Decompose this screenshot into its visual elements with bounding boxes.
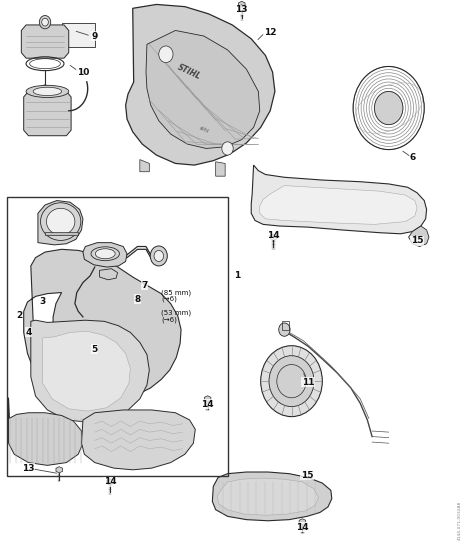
Polygon shape: [43, 331, 130, 411]
Ellipse shape: [277, 365, 306, 398]
Circle shape: [374, 91, 403, 125]
Circle shape: [42, 18, 48, 26]
Polygon shape: [62, 23, 95, 47]
Polygon shape: [45, 232, 78, 235]
Text: (→6): (→6): [161, 296, 177, 302]
Text: (85 mm): (85 mm): [161, 289, 191, 296]
Polygon shape: [409, 226, 429, 247]
Polygon shape: [31, 320, 149, 422]
Text: 3: 3: [39, 297, 46, 306]
Ellipse shape: [33, 88, 62, 95]
Circle shape: [279, 323, 290, 336]
Bar: [7, 197, 228, 476]
Polygon shape: [107, 479, 113, 485]
Polygon shape: [260, 186, 417, 224]
Text: 8: 8: [134, 295, 141, 304]
Ellipse shape: [95, 249, 115, 259]
Text: 11: 11: [302, 378, 314, 387]
Text: 10: 10: [77, 68, 89, 76]
Text: 6: 6: [409, 153, 416, 162]
Text: 2: 2: [16, 311, 22, 320]
Polygon shape: [140, 160, 149, 172]
Polygon shape: [82, 410, 195, 470]
Ellipse shape: [261, 346, 322, 417]
Polygon shape: [299, 519, 306, 525]
Polygon shape: [251, 165, 427, 234]
Ellipse shape: [269, 356, 314, 407]
Polygon shape: [146, 30, 260, 148]
Text: 15: 15: [301, 471, 313, 480]
Polygon shape: [270, 234, 277, 240]
Circle shape: [39, 16, 51, 29]
Ellipse shape: [26, 85, 69, 98]
Text: 13: 13: [22, 464, 35, 473]
Text: 9: 9: [91, 32, 98, 40]
Polygon shape: [126, 4, 275, 165]
Text: 1: 1: [234, 271, 240, 280]
Text: STIHL: STIHL: [176, 63, 203, 81]
Text: 15: 15: [411, 237, 423, 245]
Polygon shape: [56, 466, 63, 473]
Polygon shape: [212, 472, 332, 521]
Polygon shape: [204, 396, 211, 402]
Circle shape: [150, 246, 167, 266]
Ellipse shape: [91, 247, 119, 260]
Polygon shape: [9, 398, 83, 465]
Polygon shape: [100, 269, 118, 280]
Polygon shape: [21, 25, 69, 58]
Text: 4144-071-0032A8: 4144-071-0032A8: [458, 501, 462, 540]
Text: 13: 13: [236, 6, 248, 14]
Polygon shape: [238, 1, 245, 8]
Text: 12: 12: [264, 28, 276, 37]
Circle shape: [154, 250, 164, 261]
Circle shape: [222, 142, 233, 155]
Text: 14: 14: [296, 523, 309, 532]
Text: (→6): (→6): [161, 316, 177, 323]
Text: 14: 14: [104, 478, 116, 486]
Text: (53 mm): (53 mm): [161, 310, 191, 316]
Ellipse shape: [46, 208, 75, 235]
Text: 4: 4: [25, 328, 32, 337]
Circle shape: [159, 46, 173, 63]
Ellipse shape: [41, 203, 81, 240]
Polygon shape: [216, 162, 225, 176]
Polygon shape: [238, 5, 245, 12]
Text: 14: 14: [201, 400, 214, 409]
Text: 5: 5: [91, 345, 98, 353]
Polygon shape: [24, 249, 181, 396]
Polygon shape: [24, 91, 71, 136]
Polygon shape: [38, 201, 83, 245]
Polygon shape: [83, 243, 127, 267]
Text: 7: 7: [141, 281, 148, 290]
Text: 14: 14: [267, 231, 280, 240]
Circle shape: [43, 85, 47, 90]
Polygon shape: [217, 478, 319, 515]
Text: stihl: stihl: [198, 126, 210, 135]
